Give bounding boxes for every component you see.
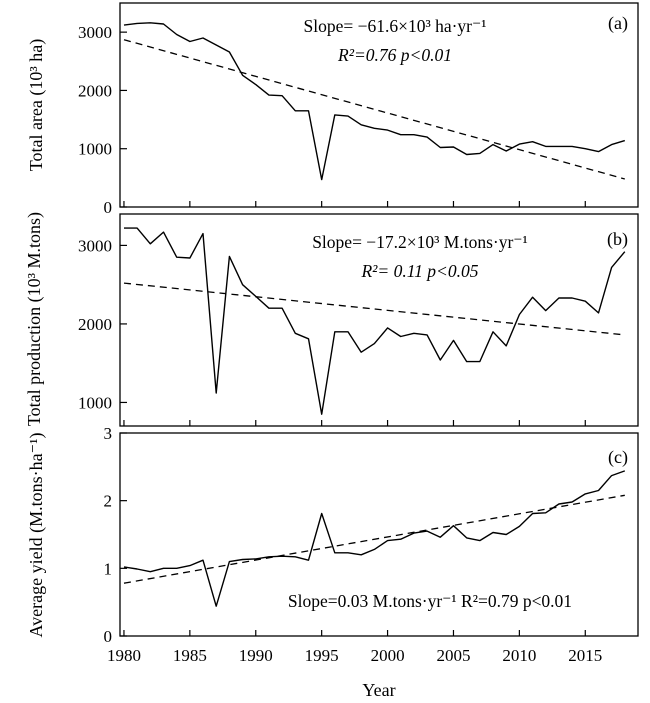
panel-c-annotation: Slope=0.03 M.tons·yr⁻¹ R²=0.79 p<0.01 [288, 591, 572, 611]
y-tick-label: 2000 [78, 315, 112, 334]
trend-line [123, 39, 625, 180]
trend-line [123, 282, 625, 336]
panel-a-ylabel: Total area (10³ ha) [26, 39, 47, 172]
y-tick-label: 3000 [78, 23, 112, 42]
x-axis-title: Year [362, 680, 395, 700]
panel-b-annotation-line1: Slope= −17.2×10³ M.tons·yr⁻¹ [312, 232, 528, 252]
panel-c-tag: (c) [608, 447, 628, 468]
panel-b-lines [123, 227, 626, 415]
y-tick-label: 3000 [78, 236, 112, 255]
x-tick-label: 1995 [305, 646, 339, 665]
panel-a: 0 1000 2000 3000 Total area (10³ ha) Slope=… [26, 2, 639, 217]
panel-b-tag: (b) [607, 229, 628, 250]
panel-a-frame [119, 2, 639, 208]
panel-c-lines [123, 470, 626, 607]
x-tick-label: 2015 [568, 646, 602, 665]
panel-b-frame [119, 213, 639, 427]
y-tick-label: 0 [104, 627, 113, 646]
data-line [124, 227, 626, 415]
panel-c-frame [119, 432, 639, 637]
panel-a-lines [123, 22, 626, 181]
panel-b-ticks: 1000 2000 3000 [78, 236, 586, 426]
y-tick-label: 2 [104, 492, 113, 511]
x-tick-label: 1980 [107, 646, 141, 665]
x-tick-label: 1985 [173, 646, 207, 665]
y-tick-label: 1000 [78, 140, 112, 159]
panel-c: 0 1 2 3 Average yield (M.tons·ha⁻¹) Slope=0… [26, 424, 639, 646]
x-tick-label: 2005 [436, 646, 470, 665]
x-tick-label: 2010 [502, 646, 536, 665]
panel-a-annotation-line1: Slope= −61.6×10³ ha·yr⁻¹ [304, 16, 487, 36]
y-tick-label: 2000 [78, 81, 112, 100]
data-line [123, 470, 626, 607]
panel-a-ticks: 0 1000 2000 3000 [78, 23, 586, 217]
panel-b-annotation-line2: R²= 0.11 p<0.05 [360, 261, 478, 281]
panel-a-tag: (a) [608, 13, 628, 34]
panel-b: 1000 2000 3000 Total production (10³ M.ton… [24, 212, 639, 427]
y-tick-label: 1 [104, 559, 113, 578]
y-tick-label: 0 [104, 198, 113, 217]
panel-c-ylabel: Average yield (M.tons·ha⁻¹) [26, 432, 47, 637]
panel-a-annotation-line2: R²=0.76 p<0.01 [337, 45, 452, 65]
x-tick-label: 1990 [239, 646, 273, 665]
panel-c-ticks: 0 1 2 3 [104, 424, 586, 646]
x-tick-label: 2000 [371, 646, 405, 665]
x-axis-tick-labels: 1980 1985 1990 1995 2000 2005 2010 2015 [107, 646, 602, 665]
y-tick-label: 3 [104, 424, 113, 443]
panel-b-ylabel: Total production (10³ M.tons) [24, 212, 45, 426]
y-tick-label: 1000 [78, 393, 112, 412]
data-line [123, 22, 626, 181]
trend-line [123, 494, 625, 584]
